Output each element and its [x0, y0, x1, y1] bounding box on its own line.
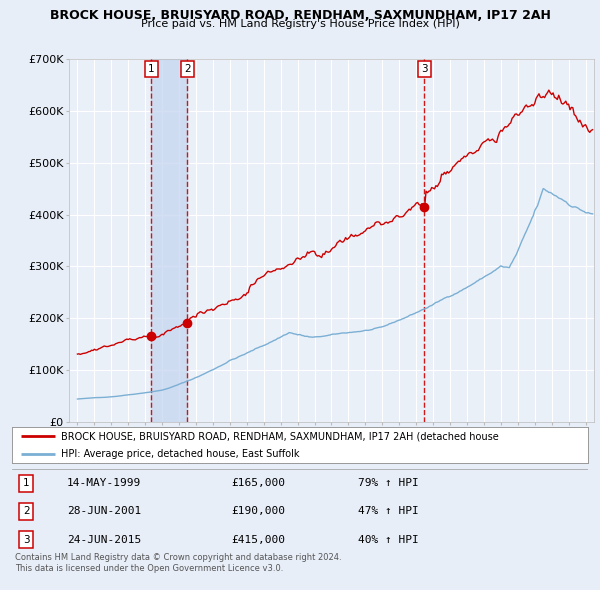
Bar — [151, 59, 187, 422]
Text: HPI: Average price, detached house, East Suffolk: HPI: Average price, detached house, East… — [61, 449, 299, 459]
Text: 1: 1 — [148, 64, 155, 74]
Text: BROCK HOUSE, BRUISYARD ROAD, RENDHAM, SAXMUNDHAM, IP17 2AH: BROCK HOUSE, BRUISYARD ROAD, RENDHAM, SA… — [50, 9, 550, 22]
Text: 28-JUN-2001: 28-JUN-2001 — [67, 506, 141, 516]
Text: 47% ↑ HPI: 47% ↑ HPI — [358, 506, 418, 516]
Text: £190,000: £190,000 — [231, 506, 285, 516]
Text: BROCK HOUSE, BRUISYARD ROAD, RENDHAM, SAXMUNDHAM, IP17 2AH (detached house: BROCK HOUSE, BRUISYARD ROAD, RENDHAM, SA… — [61, 431, 499, 441]
Text: 2: 2 — [184, 64, 191, 74]
Text: £165,000: £165,000 — [231, 478, 285, 488]
Text: 24-JUN-2015: 24-JUN-2015 — [67, 535, 141, 545]
Text: 2: 2 — [23, 506, 30, 516]
Text: 14-MAY-1999: 14-MAY-1999 — [67, 478, 141, 488]
Text: 40% ↑ HPI: 40% ↑ HPI — [358, 535, 418, 545]
Text: 1: 1 — [23, 478, 30, 488]
Text: Contains HM Land Registry data © Crown copyright and database right 2024.
This d: Contains HM Land Registry data © Crown c… — [15, 553, 341, 573]
Text: Price paid vs. HM Land Registry's House Price Index (HPI): Price paid vs. HM Land Registry's House … — [140, 19, 460, 30]
Text: 79% ↑ HPI: 79% ↑ HPI — [358, 478, 418, 488]
Text: £415,000: £415,000 — [231, 535, 285, 545]
Text: 3: 3 — [421, 64, 428, 74]
Text: 3: 3 — [23, 535, 30, 545]
